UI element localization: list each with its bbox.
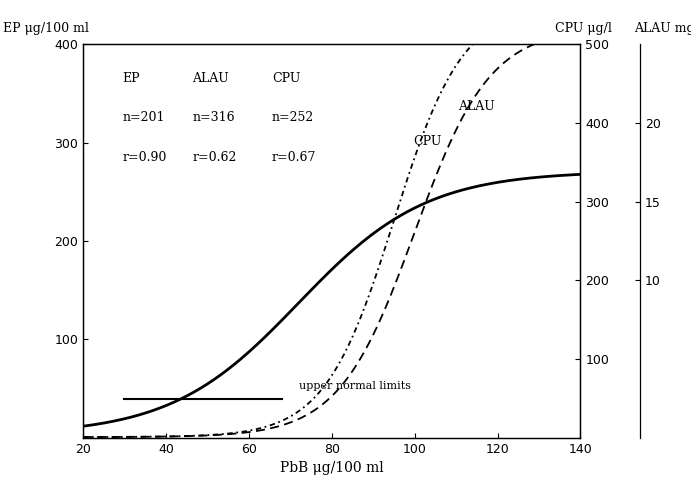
Text: r=0.90: r=0.90 (123, 151, 167, 163)
Text: ALAU: ALAU (458, 100, 495, 113)
X-axis label: PbB μg/100 ml: PbB μg/100 ml (280, 461, 384, 475)
Text: EP μg/100 ml: EP μg/100 ml (3, 22, 89, 35)
Text: CPU: CPU (413, 135, 442, 148)
Text: EP: EP (123, 72, 140, 85)
Text: r=0.62: r=0.62 (192, 151, 237, 163)
Text: n=316: n=316 (192, 111, 235, 124)
Text: n=252: n=252 (272, 111, 314, 124)
Text: n=201: n=201 (123, 111, 165, 124)
Text: r=0.67: r=0.67 (272, 151, 316, 163)
Text: CPU: CPU (272, 72, 301, 85)
Text: ALAU: ALAU (192, 72, 229, 85)
Text: CPU μg/l: CPU μg/l (556, 22, 612, 35)
Text: upper normal limits: upper normal limits (299, 381, 410, 391)
Text: ALAU mg,: ALAU mg, (634, 22, 691, 35)
